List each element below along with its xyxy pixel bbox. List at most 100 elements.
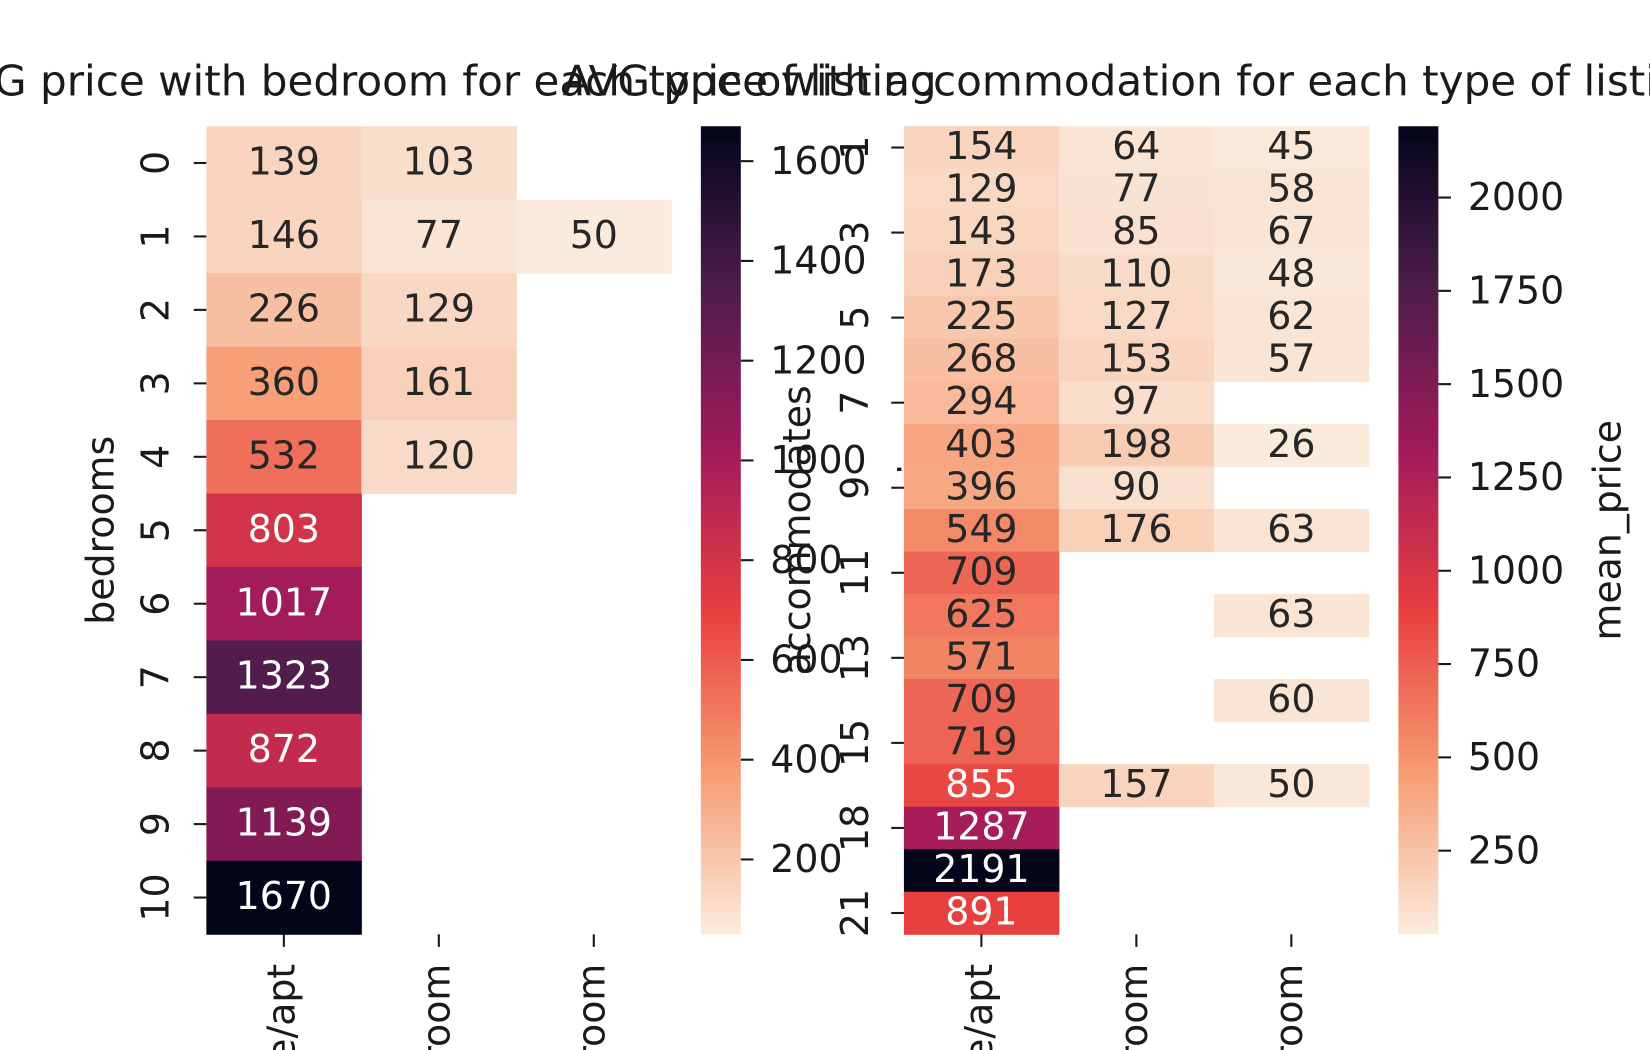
cell-label: 143	[945, 209, 1017, 253]
colorbar-tick-label: 600	[770, 638, 842, 682]
colorbar-tick-label: 1600	[770, 139, 866, 183]
colorbar-tick-label: 250	[1468, 828, 1540, 872]
heatmap-cell	[361, 199, 517, 274]
x-tick-label: Entire home/apt	[957, 964, 1001, 1050]
y-tick-label: 2	[133, 298, 177, 322]
cell-label: 26	[1267, 422, 1315, 466]
cell-label: 709	[945, 677, 1017, 721]
cell-label: 625	[945, 592, 1017, 636]
cell-label: 45	[1267, 124, 1315, 168]
colorbar-tick-label: 1000	[1468, 548, 1564, 592]
cell-label: 63	[1267, 592, 1315, 636]
x-tick-label: Shared room	[569, 964, 613, 1050]
cell-label: 67	[1267, 209, 1315, 253]
y-tick-label: 9	[833, 476, 877, 500]
heatmap-cell	[1058, 423, 1215, 467]
heatmap-cell	[206, 860, 362, 935]
heatmap-cell	[361, 273, 517, 348]
heatmap-cell	[1058, 253, 1215, 297]
heatmap-cell	[1213, 296, 1370, 340]
heatmap-cell	[361, 346, 517, 421]
cell-label: 62	[1267, 294, 1315, 338]
cell-label: 90	[1112, 464, 1160, 508]
cell-label: 226	[248, 286, 320, 330]
y-tick-label: 10	[133, 873, 177, 921]
cell-label: 1670	[236, 874, 332, 918]
cell-label: 403	[945, 422, 1017, 466]
y-axis-label: accommodates	[775, 385, 819, 675]
y-tick-label: 6	[133, 592, 177, 616]
x-tick-label: Private room	[414, 964, 458, 1050]
colorbar	[700, 126, 741, 935]
heatmap-cell	[206, 273, 362, 348]
cell-label: 1287	[933, 805, 1029, 849]
heatmap-cell	[903, 679, 1060, 723]
heatmap-cell	[903, 594, 1060, 638]
heatmap-cell	[206, 787, 362, 862]
y-tick-label: 1	[133, 224, 177, 248]
heatmap-cell	[1058, 764, 1215, 808]
heatmap-cell	[1213, 679, 1370, 723]
cell-label: 127	[1100, 294, 1172, 338]
heatmap-cell	[903, 381, 1060, 425]
x-tick-label: Shared room	[1267, 964, 1311, 1050]
cell-label: 532	[248, 433, 320, 477]
colorbar	[1398, 126, 1439, 935]
colorbar-tick-label: 750	[1468, 642, 1540, 686]
cell-label: 97	[1112, 379, 1160, 423]
y-axis-label: bedrooms	[79, 436, 123, 625]
cell-label: 77	[415, 213, 463, 257]
heatmap-cell	[1058, 168, 1215, 212]
heatmap-cell	[1213, 764, 1370, 808]
heatmap-cell	[1058, 508, 1215, 553]
cell-label: 1017	[236, 580, 332, 624]
y-tick-label: 1	[833, 135, 877, 159]
colorbar-tick-label: 1000	[770, 438, 866, 482]
cell-label: 803	[248, 507, 320, 551]
heatmap-cell	[903, 126, 1060, 170]
colorbar-tick-label: 500	[1468, 735, 1540, 779]
cell-label: 110	[1100, 252, 1172, 296]
heatmap-cell	[903, 721, 1060, 765]
y-tick-label: 7	[133, 665, 177, 689]
cell-label: 57	[1267, 337, 1315, 381]
cell-label: 709	[945, 549, 1017, 593]
cell-label: 77	[1112, 167, 1160, 211]
heatmap-cell	[516, 199, 672, 274]
cell-label: 855	[945, 762, 1017, 806]
y-tick-label: 15	[833, 719, 877, 767]
heatmap-cell	[903, 296, 1060, 340]
y-tick-label: 11	[833, 549, 877, 597]
colorbar-tick-label: 1200	[770, 338, 866, 382]
cell-label: 268	[945, 337, 1017, 381]
cell-label: 103	[403, 140, 475, 184]
heatmap-cell	[903, 636, 1060, 680]
heatmap-cell	[1058, 211, 1215, 255]
heatmap-cell	[903, 508, 1060, 553]
cell-label: 146	[248, 213, 320, 257]
y-tick-label: 5	[133, 518, 177, 542]
heatmap-cell	[206, 640, 362, 715]
heatmap-cell	[1213, 126, 1370, 170]
heatmap-cell	[903, 806, 1060, 850]
chart-title: AVG price with accommodation for each ty…	[562, 57, 1650, 106]
y-tick-label: 8	[133, 739, 177, 763]
heatmap-cell	[361, 126, 517, 201]
heatmap-cell	[1213, 253, 1370, 297]
colorbar-tick-label: 800	[770, 538, 842, 582]
x-tick-label: Private room	[1112, 964, 1156, 1050]
cell-label: 2191	[933, 847, 1029, 891]
cell-label: 396	[945, 464, 1017, 508]
heatmap-cell	[206, 713, 362, 788]
heatmap-cell	[1213, 211, 1370, 255]
y-tick-label: 7	[833, 391, 877, 415]
y-tick-label: 21	[833, 889, 877, 937]
heatmap-cell	[206, 566, 362, 641]
heatmap-cell	[1058, 381, 1215, 425]
y-tick-label: 3	[833, 221, 877, 245]
cell-label: 85	[1112, 209, 1160, 253]
heatmap-cell	[1213, 508, 1370, 553]
heatmap-cell	[903, 551, 1060, 595]
heatmap-cell	[206, 420, 362, 495]
